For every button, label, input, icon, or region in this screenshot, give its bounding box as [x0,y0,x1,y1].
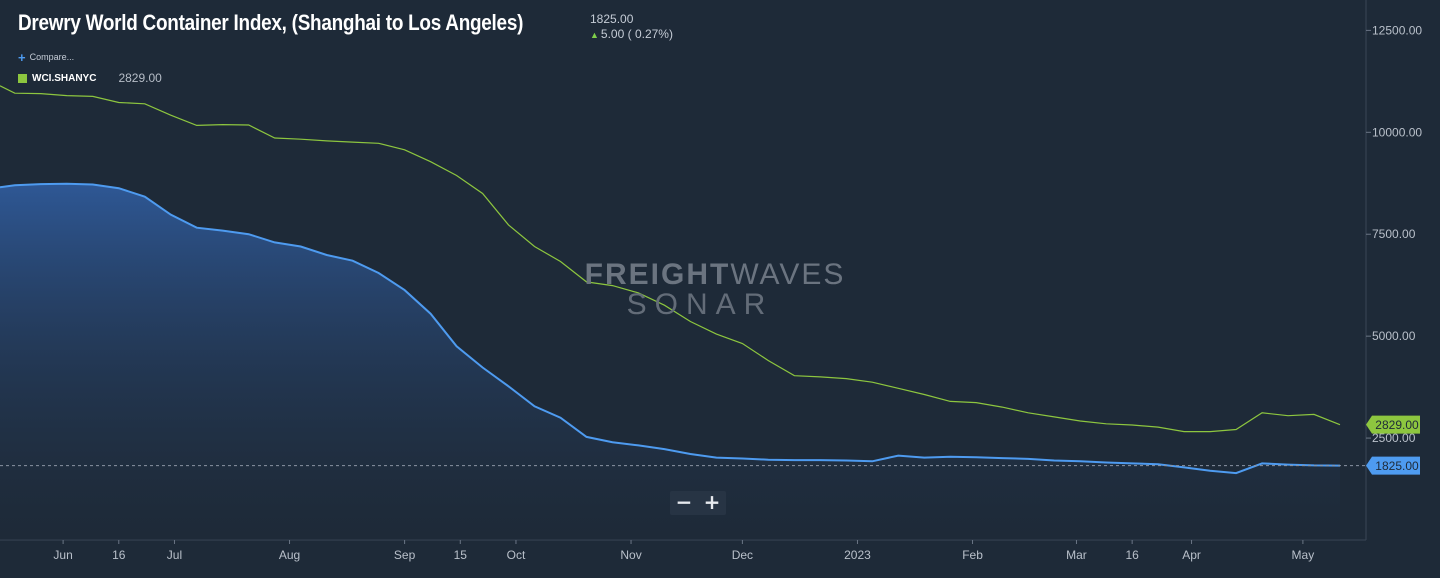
x-tick-label: 2023 [844,548,871,562]
y-tick-label: 2500.00 [1372,431,1416,445]
zoom-out-button[interactable]: − [675,490,693,514]
legend-swatch [18,73,27,83]
change-value: 5.00 ( 0.27%) [600,27,673,41]
series-line [0,85,1341,433]
y-tick-label: 7500.00 [1372,227,1416,241]
quote: 1825.00 ▲ 5.00 ( 0.27%) [590,12,673,43]
x-tick-label: May [1292,548,1315,562]
x-tick-label: Nov [620,548,641,562]
x-tick-label: 16 [112,548,126,562]
y-tick-label: 12500.00 [1372,23,1422,37]
x-tick-label: Aug [279,548,300,562]
last-value-label-bg [1366,415,1420,434]
legend-symbol: WCI.SHANYC [32,72,97,84]
series-line [0,182,1341,475]
chart-header: Drewry World Container Index, (Shanghai … [18,10,605,36]
x-tick-label: Oct [507,548,526,562]
legend-value: 2829.00 [118,71,162,85]
y-tick-label: 5000.00 [1372,329,1416,343]
last-value: 1825.00 [590,12,634,26]
last-value-label-bg [1366,456,1420,475]
x-tick-label: Dec [732,548,753,562]
x-tick-label: Mar [1066,548,1087,562]
compare-button[interactable]: + Compare... [18,49,75,65]
x-tick-label: Jun [53,548,72,562]
legend-item[interactable]: WCI.SHANYC 2829.00 [18,71,162,85]
series-area [0,183,1340,540]
last-value-label: 2829.00 [1375,418,1419,432]
x-tick-label: 15 [454,548,468,562]
zoom-in-button[interactable]: + [703,490,721,514]
x-tick-label: Sep [394,548,416,562]
x-tick-label: Apr [1182,548,1201,562]
last-value-label: 1825.00 [1375,459,1419,473]
up-arrow-icon: ▲ [590,30,599,40]
plus-icon: + [18,49,26,65]
x-tick-label: Feb [962,548,983,562]
compare-label: Compare... [29,52,75,62]
zoom-controls: − + [670,491,726,515]
y-tick-label: 10000.00 [1372,125,1422,139]
x-tick-label: Jul [167,548,182,562]
x-tick-label: 16 [1125,548,1139,562]
chart-title: Drewry World Container Index, (Shanghai … [18,10,524,35]
